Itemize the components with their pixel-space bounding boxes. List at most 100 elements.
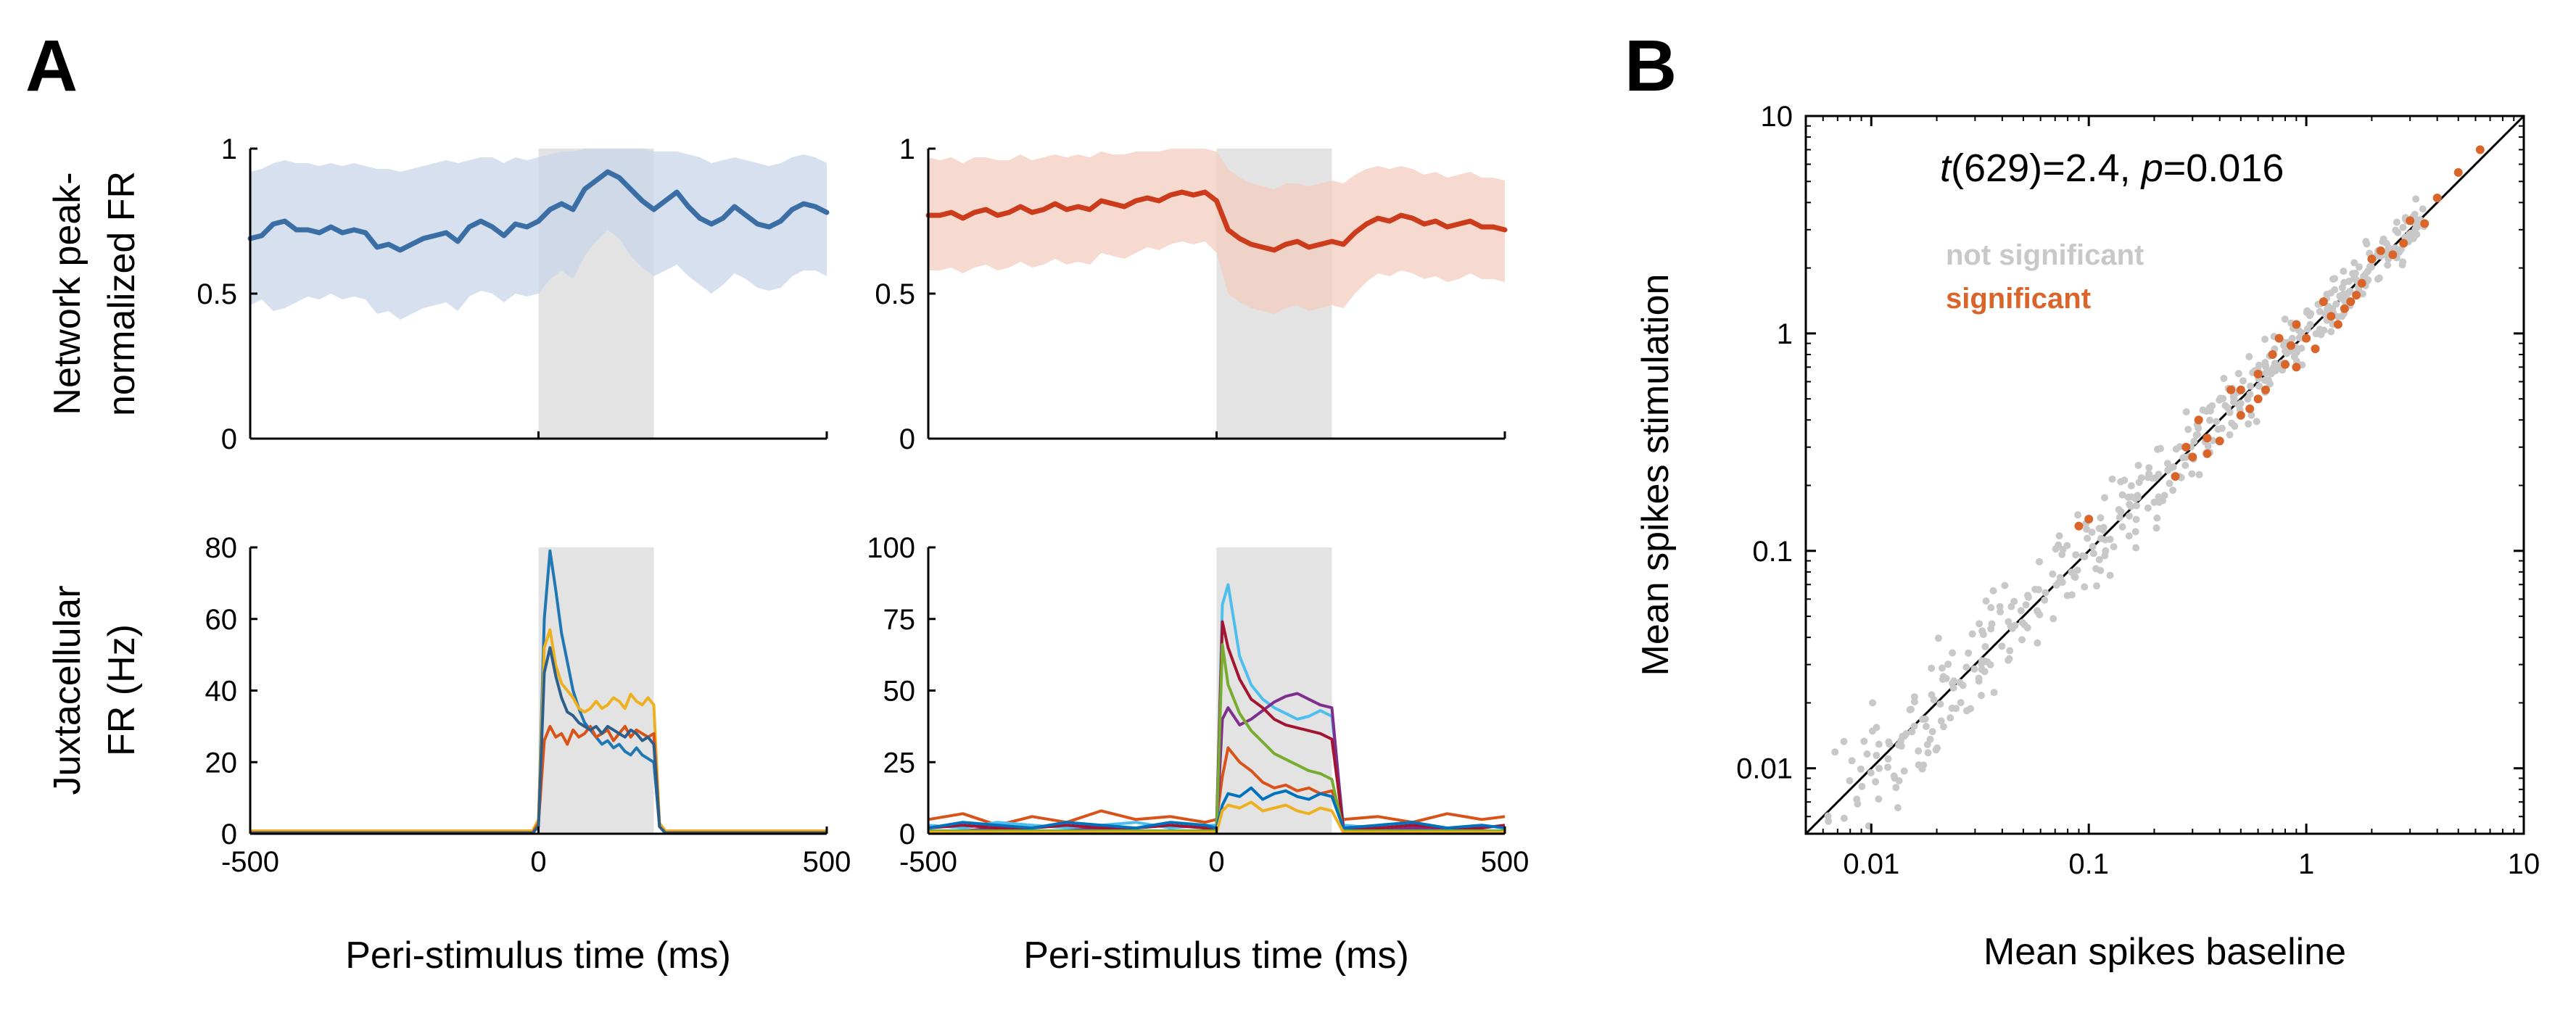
- scatter-point-ns: [2071, 573, 2078, 581]
- scatter-point-ns: [2213, 418, 2221, 426]
- x-tick-label: 0: [530, 846, 546, 878]
- scatter-point-ns: [1873, 751, 1881, 759]
- scatter-point-significant: [2181, 442, 2191, 452]
- scatter-point-ns: [1860, 737, 1868, 745]
- scatter-point-significant: [2367, 254, 2377, 264]
- scatter-point-ns: [2095, 556, 2103, 563]
- y-ticks: 00.51: [875, 133, 936, 455]
- scatter-point-ns: [2395, 248, 2403, 256]
- scatter-point-ns: [2152, 524, 2160, 532]
- scatter-point-ns: [2134, 461, 2142, 469]
- scatter-point-ns: [1868, 727, 1876, 735]
- scatter-point-ns: [1928, 728, 1936, 736]
- scatter-point-ns: [2323, 291, 2331, 299]
- scatter-point-ns: [1962, 663, 1970, 671]
- scatter-point-significant: [2286, 341, 2295, 350]
- scatter-point-ns: [2166, 479, 2174, 487]
- scatter-point-ns: [1890, 772, 1898, 780]
- x-tick-label: 500: [803, 846, 851, 878]
- scatter-point-ns: [1948, 704, 1956, 712]
- scatter-point-significant: [2432, 194, 2442, 202]
- scatter-point-ns: [1996, 602, 2004, 610]
- scatter-point-significant: [2292, 362, 2301, 372]
- y-axis-label-line-2: normalized FR: [101, 171, 143, 416]
- scatter-point-ns: [2049, 615, 2057, 623]
- y-tick-label: 50: [883, 676, 916, 708]
- scatter-point-ns: [2216, 394, 2224, 402]
- scatter-point-ns: [1937, 717, 1945, 725]
- scatter-point-ns: [1901, 732, 1908, 740]
- scatter-point-ns: [1978, 657, 1986, 665]
- scatter-point-ns: [2195, 424, 2203, 432]
- scatter-point-ns: [2134, 494, 2142, 502]
- y-axis-label-line-1: Juxtacellular: [46, 585, 88, 795]
- scatter-point-ns: [1986, 661, 1994, 668]
- y-tick-label: 1: [221, 133, 237, 165]
- scatter-point-ns: [2101, 494, 2108, 502]
- scatter-point-ns: [2280, 341, 2288, 349]
- scatter-point-ns: [2220, 375, 2228, 382]
- not-significant-points: [1824, 195, 2428, 830]
- scatter-point-ns: [2261, 376, 2269, 384]
- scatter-point-ns: [2230, 398, 2238, 406]
- scatter-point-significant: [2388, 250, 2398, 260]
- unit-traces: [928, 583, 1506, 834]
- x-tick-label: 500: [1481, 846, 1530, 878]
- scatter-point-ns: [1915, 747, 1923, 755]
- scatter-point-ns: [2247, 411, 2255, 419]
- y-tick-label: 100: [867, 532, 915, 564]
- scatter-point-ns: [2414, 216, 2422, 224]
- scatter-point-ns: [2360, 273, 2368, 281]
- panel-letter-b: B: [1625, 25, 1677, 107]
- scatter-point-ns: [2157, 444, 2164, 452]
- scatter-point-significant: [2268, 350, 2277, 359]
- scatter-point-ns: [2145, 464, 2153, 472]
- scatter-point-ns: [2261, 359, 2269, 366]
- p-value: =0.016: [2163, 146, 2284, 190]
- scatter-point-significant: [2203, 449, 2212, 458]
- scatter-point-ns: [2127, 482, 2135, 490]
- scatter-point-ns: [2132, 515, 2140, 523]
- scatter-point-ns: [1869, 699, 1877, 707]
- scatter-point-ns: [2412, 195, 2420, 203]
- scatter-point-ns: [2005, 655, 2013, 663]
- scatter-point-ns: [1854, 800, 1862, 808]
- scatter-point-ns: [2231, 422, 2239, 430]
- scatter-point-ns: [1915, 761, 1923, 769]
- scatter-point-ns: [1840, 814, 1848, 822]
- scatter-point-ns: [2345, 278, 2353, 285]
- scatter-point-ns: [2041, 596, 2049, 604]
- y-tick-label: 0.5: [875, 278, 915, 310]
- scatter-point-ns: [1957, 699, 1965, 707]
- scatter-point-ns: [2055, 532, 2063, 540]
- scatter-point-ns: [2127, 502, 2135, 510]
- scatter-point-ns: [2115, 513, 2123, 521]
- scatter-point-ns: [2117, 478, 2125, 486]
- scatter-point-ns: [1959, 682, 1967, 689]
- scatter-point-ns: [1970, 665, 1978, 673]
- scatter-point-ns: [1875, 740, 1883, 748]
- scatter-point-ns: [2056, 573, 2064, 581]
- unit-trace-7: [928, 800, 1505, 834]
- scatter-point-ns: [1922, 723, 1930, 730]
- scatter-point-ns: [2088, 529, 2096, 536]
- scatter-point-ns: [2239, 377, 2247, 385]
- scatter-point-ns: [2384, 261, 2392, 269]
- scatter-point-ns: [2340, 290, 2348, 298]
- unit-traces: [250, 549, 827, 834]
- scatter-point-ns: [2095, 524, 2103, 532]
- scatter-point-ns: [2022, 601, 2030, 609]
- scatter-point-ns: [2006, 647, 2014, 655]
- x-ticks: [927, 431, 1506, 439]
- scatter-point-ns: [2024, 592, 2031, 600]
- scatter-point-ns: [2124, 493, 2132, 501]
- y-tick-label: 75: [883, 604, 916, 636]
- scatter-point-ns: [1892, 784, 1900, 792]
- scatter-point-ns: [2398, 261, 2406, 269]
- scatter-point-ns: [2349, 270, 2357, 278]
- scatter-point-ns: [2078, 552, 2086, 560]
- scatter-point-ns: [2312, 330, 2320, 338]
- panel-letter-a: A: [25, 25, 78, 107]
- sem-band: [928, 149, 1505, 314]
